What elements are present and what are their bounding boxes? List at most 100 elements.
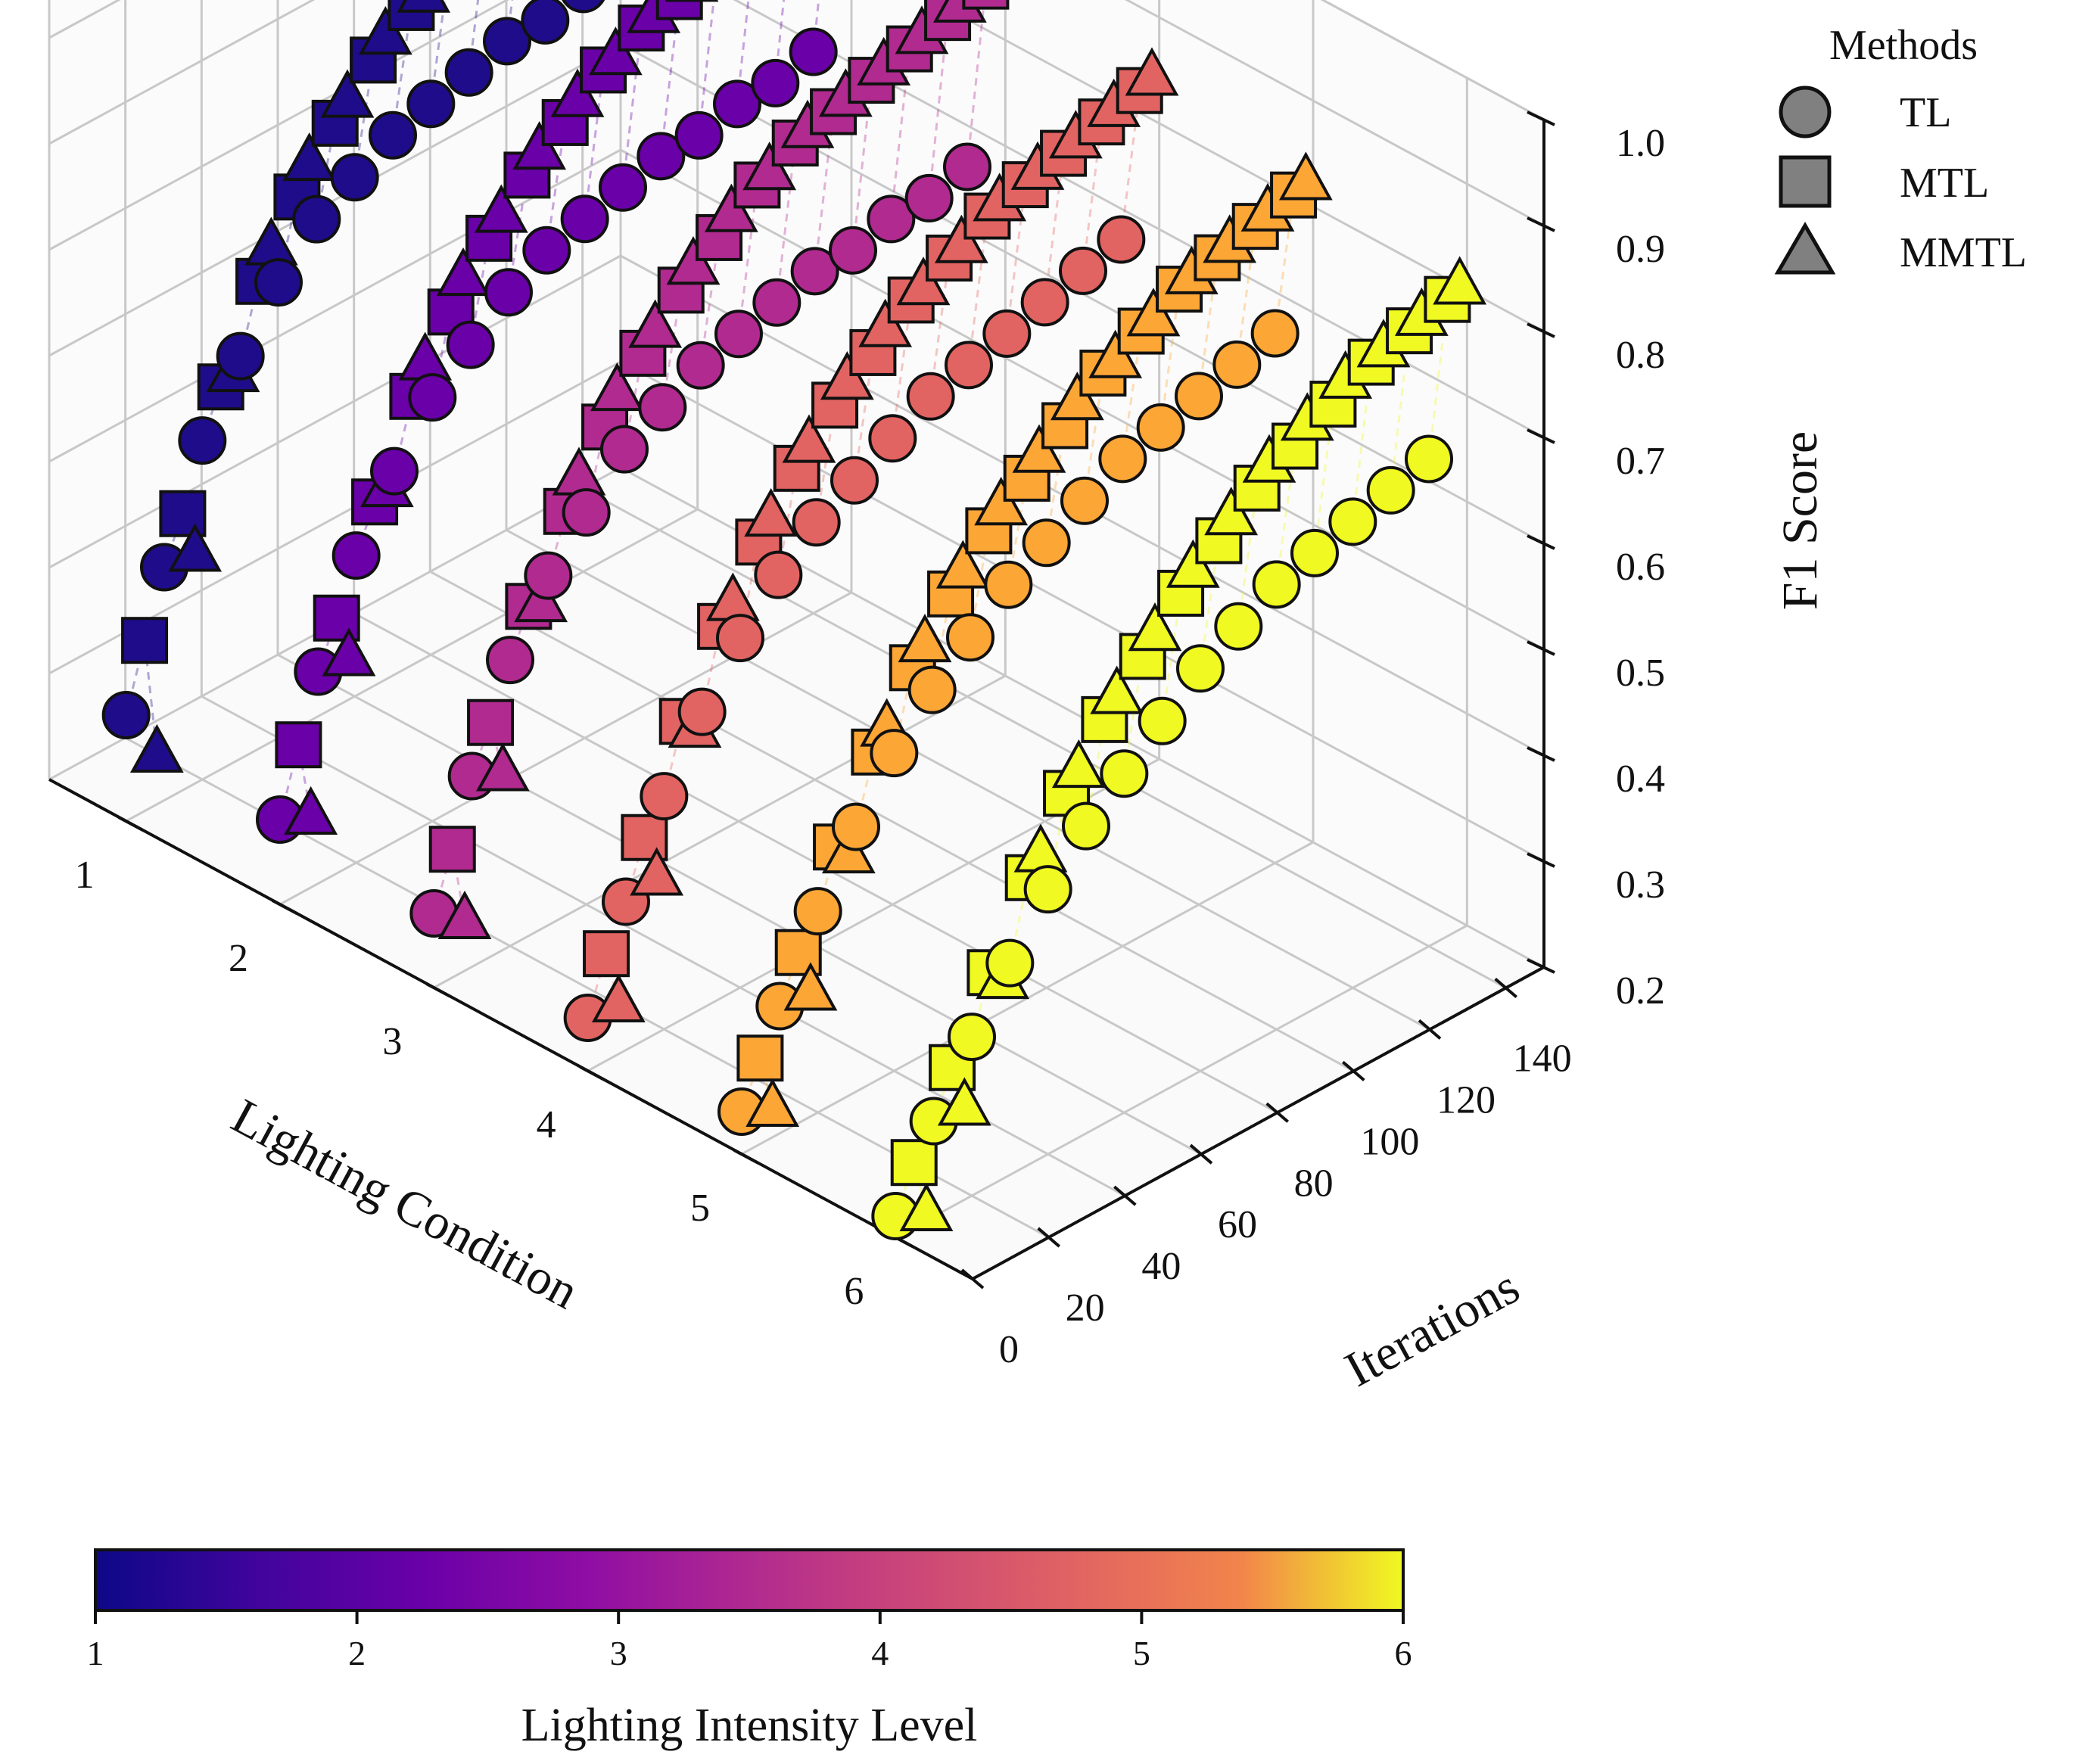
point-mmtl [744,487,798,537]
point-tl [1252,560,1301,609]
legend-marker-circle [1779,86,1832,138]
x-tick [579,1066,605,1081]
floor-pane [49,468,1544,1279]
point-mmtl [436,247,490,297]
method-connector [773,0,786,84]
point-tl [483,17,531,66]
point-mmtl [820,351,874,400]
point-tl [714,310,763,359]
point-mtl [313,594,360,642]
y-tick [960,1268,985,1290]
point-tl [1020,278,1069,327]
legend: Methods TL MTL MMTL [1774,22,2027,276]
legend-label-tl: TL [1900,89,1951,136]
point-mmtl [1204,487,1259,536]
point-mmtl [745,1078,800,1127]
colorbar-tick-label: 4 [871,1634,889,1672]
colorbar-ticks: 1 2 3 4 5 6 [87,1610,1412,1672]
z-tick [1527,958,1555,974]
method-connector [429,0,447,104]
point-tl [330,153,379,202]
point-mtl [427,288,475,336]
point-tl [562,0,605,14]
y-tick-label: 20 [1066,1286,1105,1330]
point-tl [1290,528,1339,577]
data-points [101,0,1487,1240]
y-tick [1265,1102,1289,1123]
method-connector [966,0,986,167]
point-tl [1176,644,1225,693]
x-axis-line [48,778,973,1280]
point-tl [1062,801,1110,851]
point-tl [1059,246,1107,295]
point-mmtl [782,414,836,463]
point-mmtl [322,627,376,677]
point-mtl [890,1139,938,1187]
z-tick-label: 0.8 [1616,334,1665,377]
point-tl [867,194,916,244]
point-mtl [774,929,822,976]
point-mtl [1272,422,1319,470]
y-tick [1037,1227,1060,1248]
axes [48,110,1555,1290]
point-tl [674,110,724,160]
point-tl [1060,476,1109,525]
y-tick-label: 0 [999,1328,1019,1371]
point-tl [600,425,649,474]
point-tl [1097,215,1146,264]
point-tl [677,687,727,736]
z-tick [1527,428,1555,444]
z-tick [1527,534,1555,550]
point-tl [907,665,957,714]
point-tl [370,446,419,496]
point-mmtl [783,962,838,1011]
point-tl [1022,518,1071,568]
point-mmtl [1166,539,1220,588]
point-mmtl [742,142,797,191]
grid-line-cond-floor [125,508,699,823]
point-mmtl [935,540,990,589]
point-mmtl [1125,47,1179,96]
point-tl [946,613,994,662]
point-tl [790,247,839,296]
point-mmtl [628,299,683,348]
point-mmtl [284,786,338,835]
point-mmtl [896,257,951,306]
point-tl [984,560,1033,609]
point-tl [562,488,611,537]
point-tl [752,278,801,327]
point-tl [637,132,686,181]
point-tl [486,636,534,685]
z-tick [1527,852,1555,868]
point-tl [716,614,764,663]
point-tl [1250,309,1300,358]
grid-line-f1-right [929,0,1545,333]
point-tl [640,772,689,821]
point-tl [676,341,725,390]
point-mmtl [1128,602,1182,652]
point-mmtl [282,132,337,182]
point-tl [789,27,838,76]
x-tick-label: 6 [844,1270,864,1313]
point-mtl [962,0,1010,10]
method-connector [279,744,313,820]
point-mmtl [937,1077,991,1126]
x-tick [272,899,297,915]
point-mmtl [168,523,223,572]
x-tick-label: 3 [382,1020,402,1063]
legend-label-mtl: MTL [1900,160,1989,207]
point-mmtl [1126,288,1181,337]
point-mmtl [1050,372,1104,421]
point-mmtl [437,890,492,939]
point-mmtl [588,26,643,76]
point-mmtl [1278,151,1333,201]
point-mmtl [666,236,721,285]
point-mtl [121,617,169,664]
point-tl [751,58,800,107]
point-mmtl [899,1182,954,1231]
point-mmtl [934,214,988,263]
point-tl [524,551,573,600]
x-tick-label: 5 [690,1187,710,1230]
method-connector [125,639,158,754]
